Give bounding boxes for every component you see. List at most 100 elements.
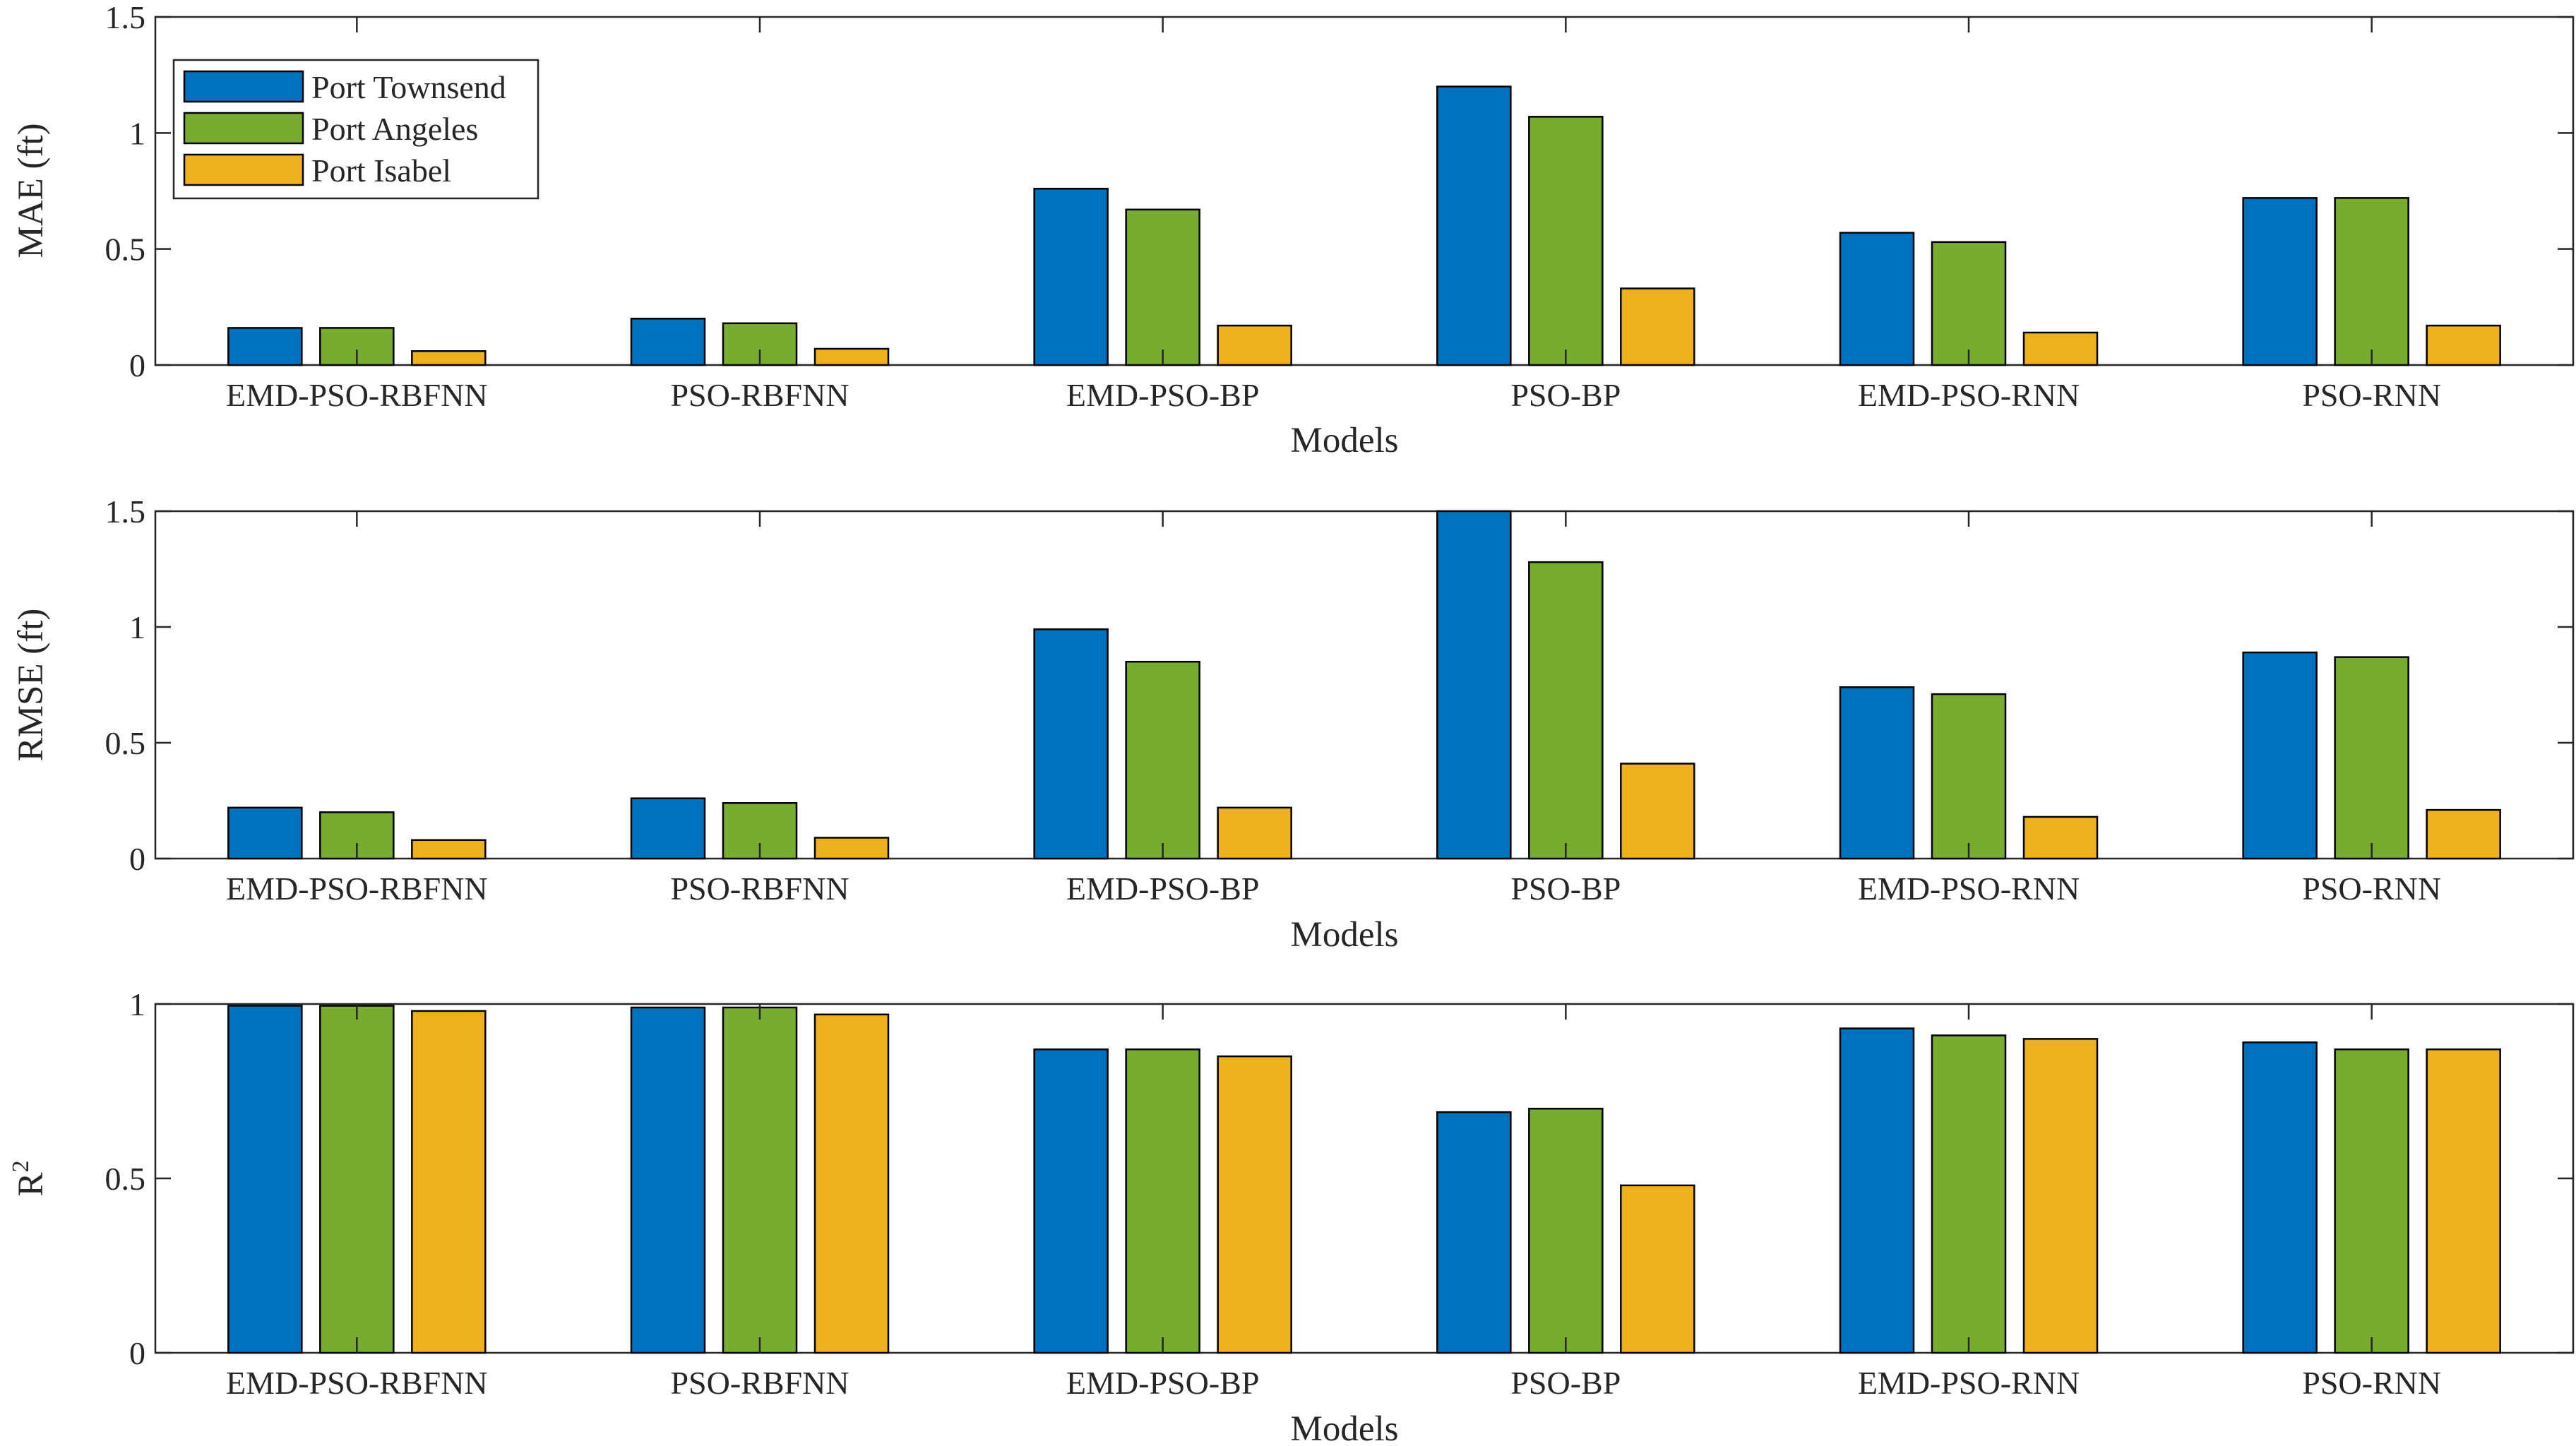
- mae-y-axis-label: MAE (ft): [11, 123, 51, 258]
- rmse-bar-pso-bp-port-angeles: [1528, 561, 1604, 860]
- r2-bar-pso-bp-port-angeles: [1528, 1107, 1604, 1354]
- rmse-bar-pso-rnn-port-townsend: [2242, 651, 2318, 860]
- rmse-bar-emd-pso-rbfnn-port-isabel: [411, 839, 487, 860]
- mae-x-tick-label: PSO-RBFNN: [670, 377, 849, 413]
- rmse-axes-frame: [154, 510, 2575, 860]
- legend-label-port-angeles: Port Angeles: [311, 111, 478, 147]
- mae-bar-pso-rbfnn-port-townsend: [630, 318, 706, 366]
- r2-x-tick-label: EMD-PSO-RBFNN: [226, 1365, 488, 1401]
- mae-y-tick-label: 0: [129, 347, 145, 383]
- mae-bar-pso-rnn-port-townsend: [2242, 197, 2318, 366]
- mae-bar-emd-pso-rbfnn-port-townsend: [227, 327, 303, 366]
- rmse-bar-pso-bp-port-townsend: [1436, 510, 1512, 860]
- mae-panel: EMD-PSO-RBFNN PSO-RBFNN EMD-PSO-BP PSO-BP EM…: [11, 0, 2575, 460]
- rmse-bar-emd-pso-bp-port-isabel: [1217, 806, 1292, 860]
- mae-bar-emd-pso-rbfnn-port-isabel: [411, 350, 487, 366]
- rmse-bar-pso-rnn-port-angeles: [2334, 656, 2409, 860]
- rmse-y-tick-label: 0.5: [105, 725, 146, 761]
- mae-bar-pso-rbfnn-port-isabel: [813, 347, 890, 366]
- rmse-bar-emd-pso-rnn-port-isabel: [2022, 815, 2099, 860]
- rmse-bar-emd-pso-rbfnn-port-townsend: [227, 806, 303, 860]
- rmse-bar-emd-pso-rnn-port-angeles: [1931, 693, 2007, 860]
- r2-x-tick-label: EMD-PSO-BP: [1066, 1365, 1260, 1401]
- r2-y-tick-label: 0: [129, 1335, 145, 1371]
- r2-x-tick-label: PSO-RBFNN: [670, 1365, 849, 1401]
- mae-bar-emd-pso-bp-port-isabel: [1217, 324, 1292, 366]
- mae-bar-emd-pso-rnn-port-townsend: [1839, 232, 1915, 366]
- mae-x-tick-label: PSO-BP: [1510, 377, 1621, 413]
- r2-bar-pso-rbfnn-port-townsend: [630, 1006, 706, 1354]
- rmse-y-tick-label: 1.5: [105, 494, 146, 530]
- mae-y-tick-label: 0.5: [105, 232, 146, 268]
- rmse-x-tick-label: EMD-PSO-RNN: [1858, 871, 2080, 907]
- rmse-y-axis-label: RMSE (ft): [11, 609, 51, 762]
- mae-bar-emd-pso-rnn-port-isabel: [2022, 331, 2099, 366]
- mae-bar-emd-pso-bp-port-townsend: [1033, 187, 1109, 366]
- rmse-bar-emd-pso-bp-port-townsend: [1033, 628, 1109, 860]
- mae-bar-pso-rnn-port-isabel: [2426, 324, 2501, 366]
- rmse-x-axis-label: Models: [1291, 915, 1399, 955]
- r2-bar-pso-bp-port-townsend: [1436, 1111, 1512, 1354]
- mae-bar-pso-bp-port-townsend: [1436, 85, 1512, 366]
- rmse-y-tick-label: 0: [129, 841, 145, 877]
- r2-x-tick-label: PSO-RNN: [2302, 1365, 2441, 1401]
- mae-bars: [227, 85, 2501, 366]
- r2-panel: EMD-PSO-RBFNN PSO-RBFNN EMD-PSO-BP PSO-BP EM…: [8, 986, 2575, 1446]
- legend-swatch-port-angeles: [183, 112, 304, 145]
- r2-ticks: EMD-PSO-RBFNN PSO-RBFNN EMD-PSO-BP PSO-BP EM…: [105, 986, 2573, 1401]
- r2-bar-emd-pso-rbfnn-port-angeles: [319, 1005, 395, 1354]
- r2-bar-emd-pso-rbfnn-port-isabel: [411, 1010, 487, 1354]
- legend: Port Townsend Port Angeles Port Isabel: [172, 59, 539, 200]
- rmse-bar-emd-pso-rnn-port-townsend: [1839, 686, 1915, 860]
- mae-bar-emd-pso-rnn-port-angeles: [1931, 241, 2007, 366]
- r2-bar-pso-rnn-port-townsend: [2242, 1041, 2318, 1354]
- r2-x-tick-label: PSO-BP: [1510, 1365, 1621, 1401]
- r2-bar-emd-pso-rnn-port-angeles: [1931, 1034, 2007, 1354]
- mae-x-tick-label: EMD-PSO-BP: [1066, 377, 1260, 413]
- r2-bar-emd-pso-rbfnn-port-townsend: [227, 1005, 303, 1354]
- r2-bar-pso-bp-port-isabel: [1620, 1184, 1695, 1354]
- mae-bar-emd-pso-bp-port-angeles: [1125, 208, 1200, 366]
- r2-y-tick-label: 1: [129, 986, 145, 1022]
- r2-y-tick-label: 0.5: [105, 1161, 146, 1197]
- rmse-x-tick-label: PSO-BP: [1510, 871, 1621, 907]
- mae-bar-pso-rnn-port-angeles: [2334, 197, 2409, 366]
- mae-bar-pso-bp-port-isabel: [1620, 287, 1695, 366]
- mae-y-tick-label: 1.5: [105, 0, 146, 35]
- mae-y-tick-label: 1: [129, 115, 145, 151]
- rmse-panel: EMD-PSO-RBFNN PSO-RBFNN EMD-PSO-BP PSO-BP EM…: [11, 494, 2575, 955]
- legend-label-port-isabel: Port Isabel: [311, 153, 451, 189]
- r2-bar-emd-pso-rnn-port-isabel: [2022, 1038, 2099, 1354]
- rmse-y-tick-label: 1: [129, 609, 145, 645]
- rmse-bar-pso-rnn-port-isabel: [2426, 808, 2501, 860]
- r2-x-tick-label: EMD-PSO-RNN: [1858, 1365, 2080, 1401]
- rmse-ticks: EMD-PSO-RBFNN PSO-RBFNN EMD-PSO-BP PSO-BP EM…: [105, 494, 2573, 907]
- legend-swatch-port-townsend: [183, 70, 304, 103]
- r2-bar-emd-pso-bp-port-isabel: [1217, 1055, 1292, 1354]
- r2-bar-emd-pso-bp-port-townsend: [1033, 1048, 1109, 1354]
- r2-bar-pso-rnn-port-isabel: [2426, 1048, 2501, 1354]
- mae-x-tick-label: PSO-RNN: [2302, 377, 2441, 413]
- mae-ticks: EMD-PSO-RBFNN PSO-RBFNN EMD-PSO-BP PSO-BP EM…: [105, 0, 2573, 413]
- r2-bar-pso-rbfnn-port-angeles: [722, 1006, 798, 1354]
- mae-x-tick-label: EMD-PSO-RNN: [1858, 377, 2080, 413]
- r2-x-axis-label: Models: [1291, 1409, 1399, 1446]
- r2-bars: [227, 1005, 2501, 1354]
- r2-bar-emd-pso-bp-port-angeles: [1125, 1048, 1200, 1354]
- rmse-bar-pso-rbfnn-port-isabel: [813, 837, 890, 860]
- legend-label-port-townsend: Port Townsend: [311, 69, 506, 105]
- mae-x-tick-label: EMD-PSO-RBFNN: [226, 377, 488, 413]
- mae-bar-pso-bp-port-angeles: [1528, 116, 1604, 366]
- rmse-x-tick-label: EMD-PSO-BP: [1066, 871, 1260, 907]
- legend-swatch-port-isabel: [183, 153, 304, 186]
- r2-y-axis-label: R2: [8, 1160, 51, 1196]
- r2-bar-pso-rnn-port-angeles: [2334, 1048, 2409, 1354]
- rmse-x-tick-label: PSO-RBFNN: [670, 871, 849, 907]
- mae-axes-frame: [154, 16, 2575, 366]
- mae-x-axis-label: Models: [1291, 421, 1399, 460]
- rmse-bar-pso-rbfnn-port-townsend: [630, 797, 706, 860]
- rmse-bars: [227, 510, 2501, 860]
- rmse-x-tick-label: PSO-RNN: [2302, 871, 2441, 907]
- rmse-bar-pso-bp-port-isabel: [1620, 763, 1695, 860]
